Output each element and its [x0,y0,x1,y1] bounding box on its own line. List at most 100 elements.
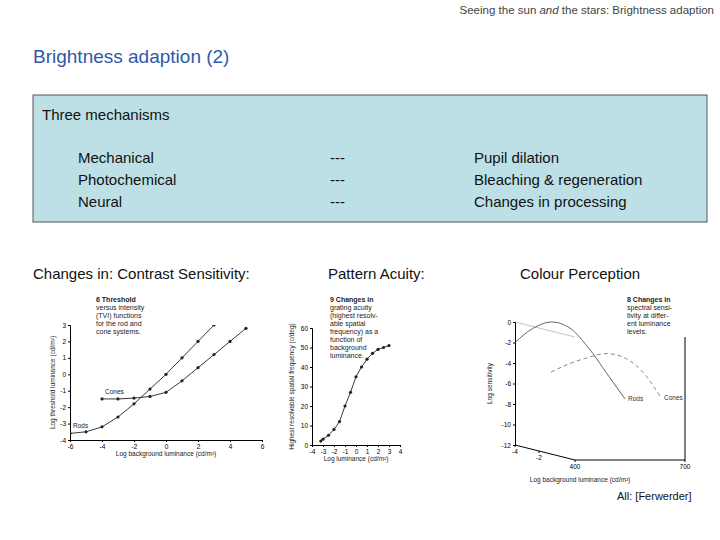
tick-mark [310,406,312,407]
tick-mark [539,451,540,453]
box-cell: Bleaching & regeneration [474,171,642,188]
data-point [196,366,199,369]
tick-label: -2 [505,339,511,346]
data-point [376,348,379,351]
y-axis-title: Log sensitivity [486,362,494,404]
tick-mark [68,325,70,326]
chart-caption: (TVI) functions [96,312,142,320]
data-point [371,352,374,355]
x-axis: -6-4-20246 [68,440,265,450]
data-point [212,353,215,356]
axis-line [513,323,516,446]
tick: 60 [301,325,312,332]
section-label: Changes in: Contrast Sensitivity: [33,265,250,282]
data-point [116,397,119,400]
tick: 3 [62,322,70,329]
chart: 0-2-4-6-8-10-12-4-2400700Log sensitivity… [486,296,691,484]
data-point [180,356,183,359]
x-axis-title: Log luminance (cd/m²) [324,455,389,463]
tick-mark [68,374,70,375]
data-point [100,397,103,400]
tick: -4 [60,437,70,444]
running-title-emphasis: and [539,4,559,16]
chart-caption: 6 Threshold [96,296,136,303]
tick-label: 1 [62,354,66,361]
tick: 2 [377,445,381,455]
tick-label: -12 [502,442,512,449]
tick: -2 [505,339,515,346]
data-point [164,373,167,376]
tick-label: 700 [680,463,691,470]
data-point [148,387,151,390]
tick-label: 0 [355,448,359,455]
y-axis: -4-3-2-10123 [60,322,70,444]
data-point [164,391,167,394]
y-axis: 0-2-4-6-8-10-12 [502,319,516,449]
chart-caption: versus intensity [96,304,145,312]
x-axis-title: Log background luminance (cd/m²) [116,450,216,458]
tick-mark [310,426,312,427]
tick: -4 [512,445,518,455]
tick-label: 10 [301,422,309,429]
data-point [343,404,346,407]
box-cell: Mechanical [78,149,154,166]
chart-caption: cone systems. [96,328,141,336]
frame-edge [685,337,686,460]
tick: 0 [62,371,70,378]
tick: 3 [388,445,392,455]
chart-caption: frequency) as a [330,328,378,336]
tick-mark [310,328,312,329]
tick-label: 0 [62,371,66,378]
tick: -1 [343,445,349,455]
tick: 40 [301,364,312,371]
data-point [132,397,135,400]
plot-marks [319,344,390,443]
series-line [321,346,389,442]
data-point [70,432,72,435]
data-point [100,425,103,428]
data-point [196,340,199,343]
tick-label: 2 [197,443,201,450]
tick-label: -3 [60,420,66,427]
data-point [354,375,357,378]
z-axis: -4-2 [512,445,575,461]
tick: 1 [62,354,70,361]
running-title-part: the stars: Brightness adaption [559,4,714,16]
tick-label: 6 [261,443,265,450]
tick-label: 20 [301,403,309,410]
tick-mark [68,358,70,359]
tick-mark [68,424,70,425]
z-axis-title: Log background luminance (cd/m²) [530,476,630,484]
running-title-part: Seeing the sun [460,4,540,16]
tick-mark [310,387,312,388]
chart-caption: tivity at differ- [627,312,669,320]
background [0,0,720,540]
series-labels: ConesRods [73,388,125,430]
box-cell: --- [330,149,345,166]
tick-label: 0 [165,443,169,450]
data-point [360,365,363,368]
tick-label: -1 [60,387,66,394]
chart-caption: background [330,344,367,352]
series-line [102,328,246,399]
data-point [212,325,215,327]
tick-label: -4 [512,448,518,455]
tick-mark [310,348,312,349]
data-point [365,358,368,361]
data-point [132,402,135,405]
chart-caption: spectral sensi- [627,304,673,312]
tick-label: 2 [62,338,66,345]
tick: 1 [366,445,370,455]
series-label: Rods [73,422,89,429]
series-label: Cones [664,394,684,401]
tick: -6 [68,440,74,450]
series-line [551,354,661,398]
data-point [180,379,183,382]
tick: -2 [332,445,338,455]
y-axis: 0102030405060 [301,325,313,449]
chart: -4-3-2-1012340102030405060Log luminance … [288,296,403,463]
tick: -8 [505,401,515,408]
tick-label: 30 [301,383,309,390]
tick: 2 [62,338,70,345]
section-label: Colour Perception [520,265,640,282]
